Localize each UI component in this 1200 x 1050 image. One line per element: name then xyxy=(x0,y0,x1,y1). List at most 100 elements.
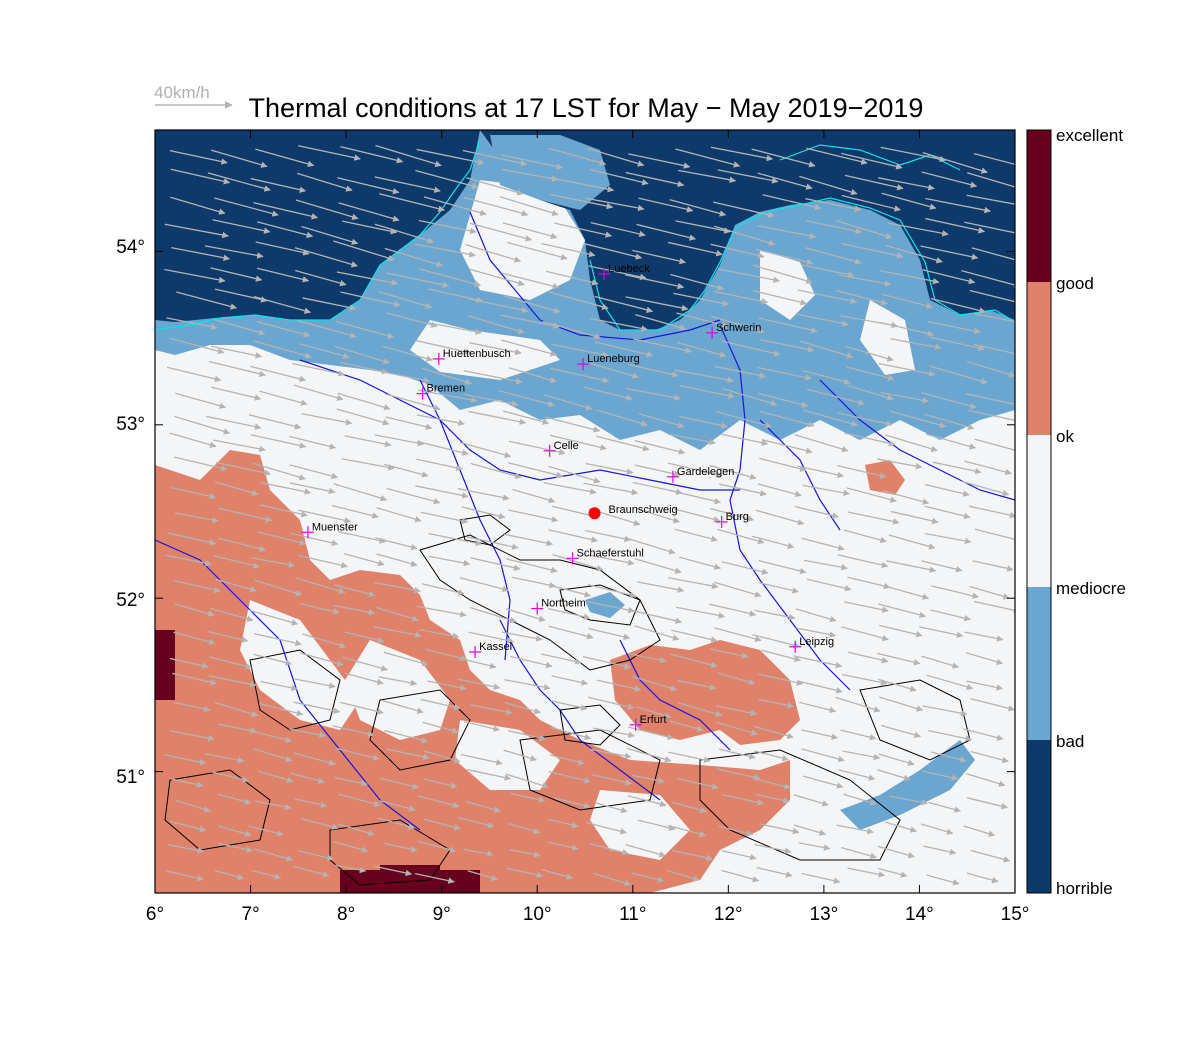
wind-arrow xyxy=(974,438,1015,451)
wind-arrow xyxy=(718,825,754,837)
wind-arrow xyxy=(799,175,858,196)
wind-arrow xyxy=(415,485,469,499)
wind-arrow xyxy=(508,367,557,384)
wind-arrow xyxy=(757,172,813,190)
wind-arrow xyxy=(669,198,727,217)
wind-arrow xyxy=(965,652,1004,666)
wind-arrow xyxy=(880,321,935,337)
coastline xyxy=(589,197,1015,331)
wind-arrow xyxy=(961,480,1010,497)
wind-arrow xyxy=(752,290,808,306)
wind-arrow xyxy=(881,192,937,210)
wind-arrow xyxy=(463,196,529,217)
wind-arrow xyxy=(710,146,774,162)
wind-arrow xyxy=(339,701,384,715)
wind-arrow xyxy=(888,534,936,550)
wind-arrow xyxy=(587,147,645,167)
wind-arrow xyxy=(374,176,441,193)
wind-arrow xyxy=(888,222,949,237)
axis-ticks xyxy=(154,130,1016,893)
class-bad-baltic xyxy=(480,130,1015,330)
wind-arrow xyxy=(674,528,718,542)
wind-arrow xyxy=(470,557,521,571)
wind-arrow xyxy=(806,578,852,592)
city-marker-kassel: Kassel xyxy=(469,641,512,658)
legend-frame xyxy=(1026,129,1052,894)
wind-arrow xyxy=(214,870,245,881)
wind-arrow xyxy=(378,676,418,687)
wind-arrow xyxy=(295,269,347,287)
wind-arrow xyxy=(878,867,908,878)
wind-arrow xyxy=(504,679,551,691)
wind-arrow xyxy=(632,249,687,265)
wind-arrow xyxy=(721,433,769,446)
wind-arrow xyxy=(961,270,1015,289)
wind-arrow xyxy=(921,560,963,573)
legend-swatch-good xyxy=(1027,282,1051,435)
wind-arrow xyxy=(175,799,211,813)
wind-arrow xyxy=(382,699,424,714)
wind-arrow xyxy=(803,559,848,571)
wind-arrow xyxy=(338,793,381,807)
wind-arrow xyxy=(164,754,207,766)
wind-arrow xyxy=(715,721,759,736)
wind-arrow xyxy=(752,777,791,790)
wind-arrow xyxy=(626,537,676,555)
wind-arrow xyxy=(588,627,631,641)
wind-arrow xyxy=(836,412,893,427)
wind-arrow xyxy=(423,818,461,831)
wind-arrow xyxy=(169,657,209,669)
class-ok-island xyxy=(860,300,915,375)
wind-arrow xyxy=(376,507,422,523)
lat-tick-label: 51° xyxy=(116,767,145,788)
wind-arrow xyxy=(964,460,1012,476)
city-marker-bremen: Bremen xyxy=(416,383,465,400)
wind-arrow xyxy=(676,341,727,358)
wind-arrow xyxy=(842,750,881,761)
wind-arrow xyxy=(966,872,999,884)
wind-arrow xyxy=(801,748,845,763)
wind-arrow xyxy=(301,413,353,426)
legend-swatch-ok xyxy=(1027,435,1051,587)
wind-arrow xyxy=(679,415,728,429)
city-marker-huettenbusch: Huettenbusch xyxy=(432,348,511,365)
wind-arrow xyxy=(214,481,259,496)
wind-arrow xyxy=(886,585,930,600)
wind-arrow xyxy=(679,384,735,399)
wind-arrow xyxy=(344,672,384,686)
wind-arrow xyxy=(966,680,1004,691)
wind-arrow xyxy=(930,297,986,314)
wind-arrow xyxy=(505,558,558,574)
wind-arrow xyxy=(669,720,704,732)
wind-arrow xyxy=(922,770,959,781)
wind-arrow xyxy=(289,482,336,495)
wind-arrow xyxy=(508,822,541,835)
wind-arrow xyxy=(717,169,779,184)
wind-arrow xyxy=(759,338,815,353)
wind-arrow xyxy=(170,168,231,185)
wind-arrow xyxy=(301,225,359,245)
wind-arrow xyxy=(247,729,293,743)
wind-arrow xyxy=(548,176,615,193)
wind-arrow xyxy=(468,298,529,314)
lon-tick-label: 14° xyxy=(905,904,934,925)
wind-arrow xyxy=(417,840,457,853)
wind-arrow xyxy=(554,222,613,238)
wind-arrow xyxy=(752,264,813,284)
map-frame xyxy=(154,129,1016,894)
wind-arrow xyxy=(593,727,635,738)
wind-arrow xyxy=(974,528,1015,540)
wind-arrow xyxy=(173,456,228,472)
wind-arrow xyxy=(759,410,815,428)
map-title: Thermal conditions at 17 LST for May − M… xyxy=(249,93,924,123)
wind-arrow xyxy=(669,489,722,505)
wind-arrow xyxy=(965,773,1006,787)
wind-arrow xyxy=(379,800,416,812)
wind-arrow xyxy=(878,624,923,638)
legend-label-excellent: excellent xyxy=(1056,126,1123,145)
wind-arrow xyxy=(754,843,792,854)
city-marker-luebeck: Luebeck xyxy=(598,263,650,280)
wind-arrow xyxy=(627,363,679,378)
wind-arrow xyxy=(973,600,1015,614)
wind-arrow xyxy=(926,874,960,886)
